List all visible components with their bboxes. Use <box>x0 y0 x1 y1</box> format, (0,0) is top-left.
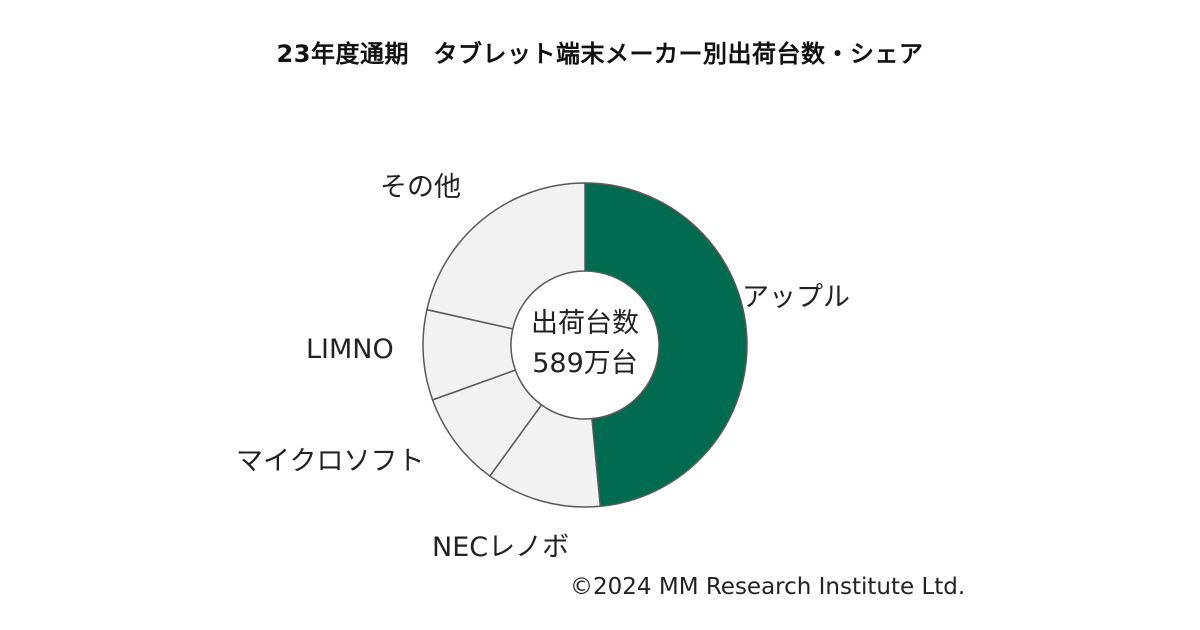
chart-title: 23年度通期 タブレット端末メーカー別出荷台数・シェア <box>276 40 924 68</box>
slice-label: NECレノボ <box>432 532 569 563</box>
slice-labels: アップル NECレノボ マイクロソフト LIMNO その他 <box>236 172 850 563</box>
center-label-line1: 出荷台数 <box>531 308 639 339</box>
donut-slice <box>426 182 586 330</box>
slice-label: その他 <box>380 172 461 203</box>
donut-slice <box>584 182 748 508</box>
slice-label: マイクロソフト <box>236 446 424 477</box>
center-label-line2: 589万台 <box>532 348 638 379</box>
donut-slices <box>422 182 748 508</box>
copyright-text: ©2024 MM Research Institute Ltd. <box>570 574 966 600</box>
slice-label: アップル <box>742 282 850 313</box>
slice-label: LIMNO <box>306 334 394 365</box>
